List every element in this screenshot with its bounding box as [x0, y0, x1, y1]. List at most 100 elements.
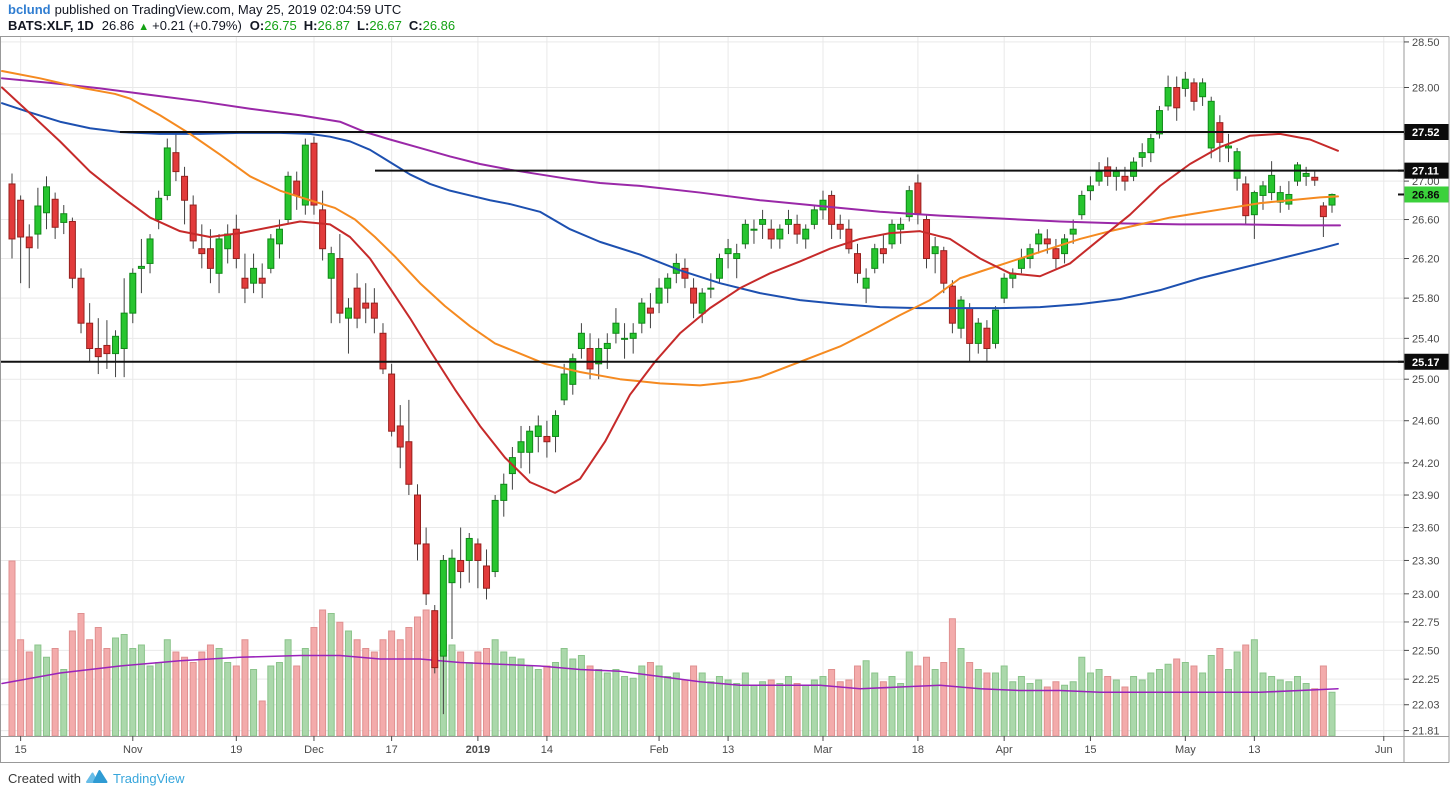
volume-bar: [388, 630, 396, 737]
candle: [120, 312, 128, 349]
volume-bar: [413, 616, 421, 737]
published-text: published on TradingView.com, May 25, 20…: [54, 2, 402, 17]
ma-fast-red: [1, 86, 1339, 494]
horizontal-price-lines: [0, 131, 1404, 363]
candle: [776, 228, 784, 240]
volume-bar: [258, 700, 266, 737]
volume-bar: [526, 665, 534, 737]
volume-bar: [966, 662, 974, 737]
volume-bar: [146, 665, 154, 737]
candle: [224, 233, 232, 250]
up-arrow-icon: ▲: [138, 21, 150, 33]
candle: [1293, 164, 1301, 182]
volume-bar: [189, 662, 197, 737]
price-axis[interactable]: 28.50 28.00 27.00 26.60 26.20 25.80 25.40 25.00…: [1398, 37, 1449, 738]
volume-bar: [181, 656, 189, 737]
candle: [810, 209, 818, 225]
price-change: +0.21 (+0.79%): [152, 18, 242, 33]
candle: [923, 219, 931, 260]
candle: [431, 610, 439, 669]
candle: [1078, 194, 1086, 216]
open-value: O:26.75: [249, 18, 297, 33]
candle: [767, 228, 775, 240]
candle: [1095, 171, 1103, 182]
volume-bar: [508, 656, 516, 737]
candle: [664, 277, 672, 289]
candle: [1035, 233, 1043, 245]
volume-bar: [474, 651, 482, 737]
volume-bar: [1035, 679, 1043, 737]
candle: [905, 190, 913, 218]
volume-bar: [370, 651, 378, 737]
candle: [1052, 248, 1060, 260]
candle: [621, 337, 629, 340]
volume-bar: [327, 613, 335, 737]
time-tick-label: 15: [1084, 744, 1096, 756]
volume-bar: [1233, 651, 1241, 737]
candle: [1311, 176, 1319, 181]
volume-bar: [103, 648, 111, 737]
volume-bar: [60, 669, 68, 737]
time-tick-label: 13: [722, 744, 734, 756]
volume-bar: [1207, 655, 1215, 737]
price-badge: [1404, 186, 1449, 203]
price-tick-label: 23.90: [1412, 490, 1440, 502]
volume-bar: [862, 660, 870, 737]
time-axis[interactable]: 15 Nov 19 Dec 17 2019 14 Feb 13 Mar 18 Apr 15 May 13 Ju…: [15, 736, 1393, 756]
volume-bar: [155, 662, 163, 737]
volume-bar: [172, 651, 180, 737]
volume-bar: [595, 669, 603, 737]
candle: [491, 499, 499, 573]
volume-bar: [120, 634, 128, 737]
candle: [25, 236, 33, 249]
candle: [1086, 185, 1094, 192]
price-tick-label: 27.00: [1412, 176, 1440, 188]
price-tick-label: 24.60: [1412, 416, 1440, 428]
candle: [750, 228, 758, 231]
tradingview-logo-icon[interactable]: [85, 769, 108, 787]
volume-bar: [1311, 688, 1319, 737]
candle: [1043, 238, 1051, 245]
candle: [103, 344, 111, 355]
candle: [759, 219, 767, 225]
volume-bar: [1086, 672, 1094, 737]
price-badge-label: 25.17: [1412, 357, 1440, 369]
volume-bars: [8, 560, 1336, 737]
volume-bar: [672, 672, 680, 737]
volume-bar: [1181, 662, 1189, 737]
candle: [232, 228, 240, 260]
candle: [784, 219, 792, 225]
candle: [646, 307, 654, 314]
volume-bar: [517, 658, 525, 737]
volume-bar: [914, 665, 922, 737]
volume-bar: [836, 681, 844, 737]
candle: [1138, 152, 1146, 158]
candle: [1224, 145, 1232, 149]
candle: [336, 258, 344, 314]
volume-bar: [1224, 669, 1232, 737]
candle: [483, 565, 491, 589]
tradingview-brand-link[interactable]: TradingView: [112, 770, 185, 786]
candle: [974, 322, 982, 344]
candle: [1130, 161, 1138, 177]
author-link[interactable]: bclund: [8, 2, 51, 17]
price-tick-label: 23.30: [1412, 555, 1440, 567]
volume-bar: [8, 560, 16, 737]
volume-bar: [379, 639, 387, 737]
candle: [77, 277, 85, 324]
candle: [862, 277, 870, 289]
symbol-title[interactable]: BATS:XLF, 1D: [8, 18, 94, 33]
volume-bar: [759, 681, 767, 737]
candle: [733, 253, 741, 260]
candle: [362, 302, 370, 309]
volume-bar: [1026, 683, 1034, 737]
price-tick-label: 26.20: [1412, 254, 1440, 266]
high-value: H:26.87: [303, 18, 351, 33]
candle: [1259, 185, 1267, 196]
price-tick-label: 28.50: [1412, 37, 1440, 49]
price-tick-label: 24.20: [1412, 458, 1440, 470]
symbol-info-line: BATS:XLF, 1D 26.86 ▲ +0.21 (+0.79%) O:26.75 H…: [8, 18, 462, 35]
candle: [396, 425, 404, 448]
